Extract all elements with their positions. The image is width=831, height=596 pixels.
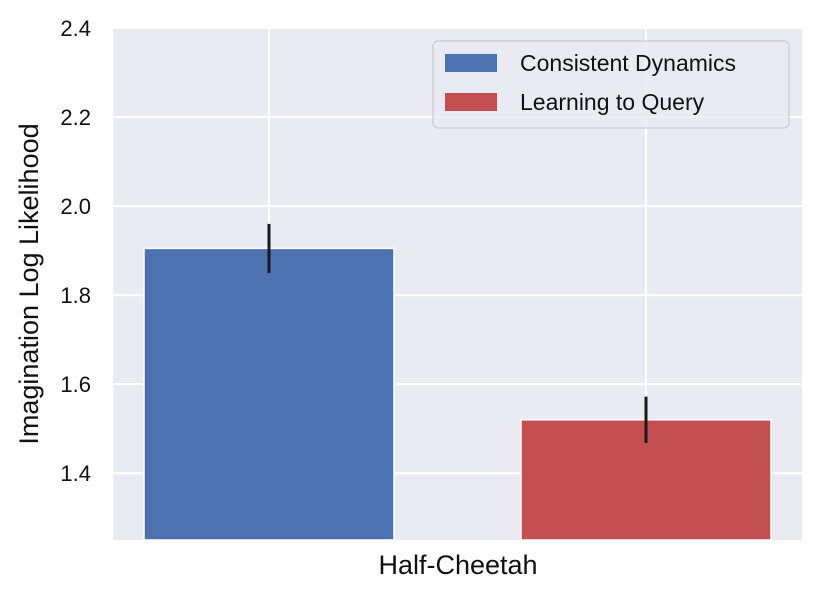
legend: Consistent Dynamics Learning to Query <box>432 40 790 129</box>
y-tick-label: 2.4 <box>60 16 91 41</box>
legend-label-learning-to-query: Learning to Query <box>520 89 705 115</box>
y-axis-label: Imagination Log Likelihood <box>14 123 44 444</box>
y-tick-label: 1.6 <box>60 372 91 397</box>
error-bars <box>267 223 648 443</box>
y-tick-label: 1.8 <box>60 283 91 308</box>
y-tick-labels: 1.4 1.6 1.8 2.0 2.2 2.4 <box>60 16 91 486</box>
y-tick-label: 2.2 <box>60 105 91 130</box>
x-axis-label: Half-Cheetah <box>378 550 537 580</box>
legend-swatch-learning-to-query <box>445 93 497 111</box>
y-tick-label: 1.4 <box>60 461 91 486</box>
y-tick-label: 2.0 <box>60 194 91 219</box>
legend-swatch-consistent-dynamics <box>445 54 497 72</box>
bar-consistent-dynamics <box>143 247 395 541</box>
legend-box <box>432 40 790 129</box>
legend-label-consistent-dynamics: Consistent Dynamics <box>520 50 736 76</box>
